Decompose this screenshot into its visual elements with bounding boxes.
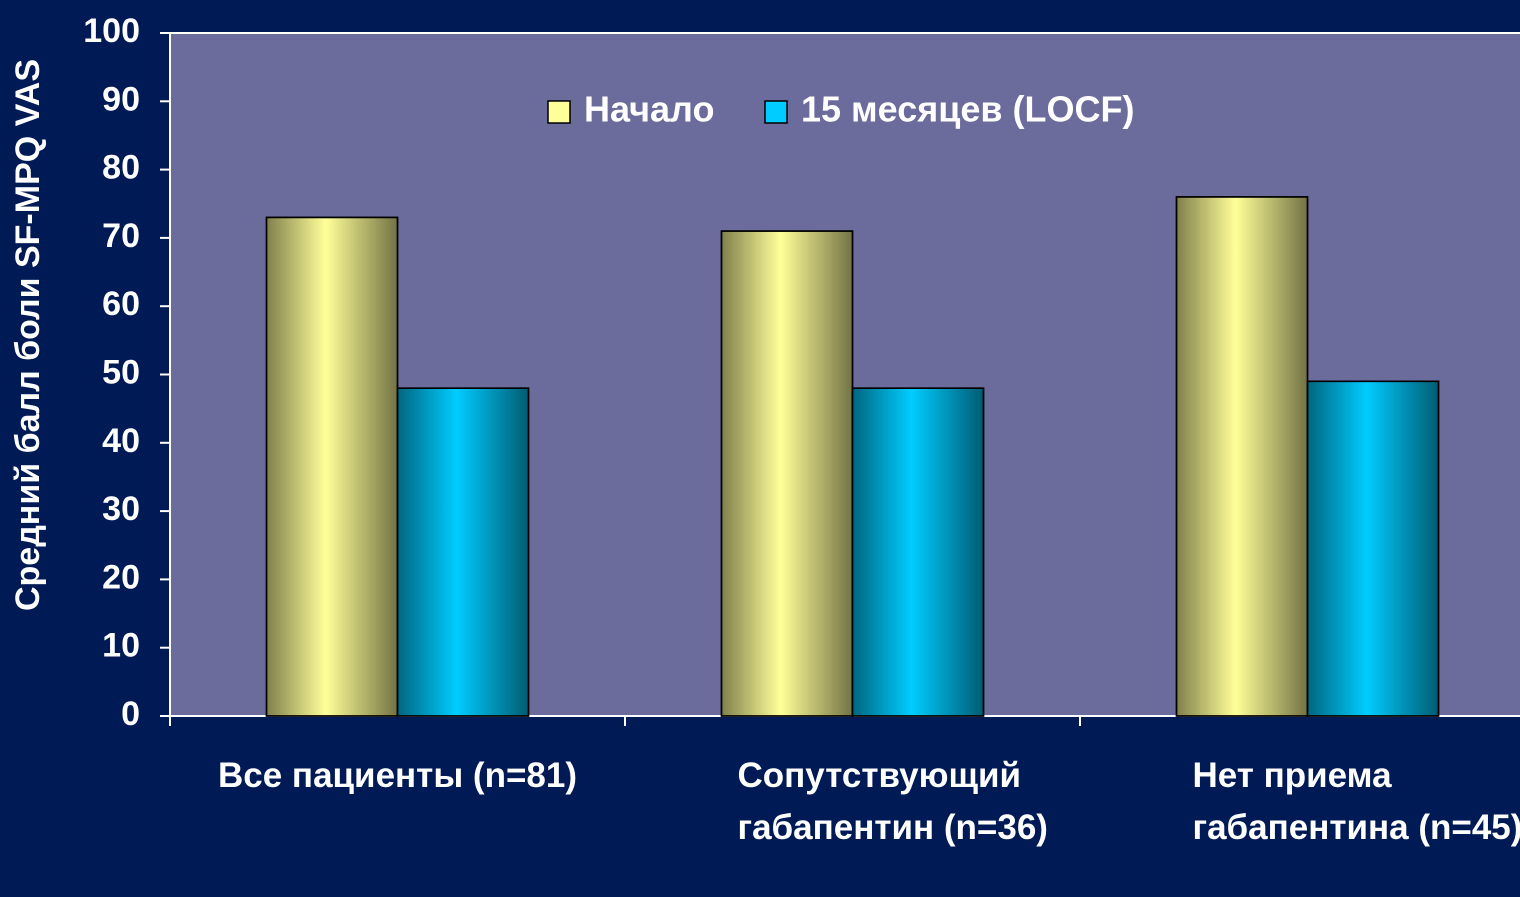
y-tick-label: 80 — [102, 149, 140, 187]
y-tick-label: 40 — [102, 422, 140, 460]
y-tick-label: 70 — [102, 217, 140, 255]
bar-shade — [720, 230, 854, 717]
x-tick-label: Нет приема габапентина (n=45) — [1192, 756, 1520, 847]
legend-label: Начало — [584, 89, 714, 130]
x-tick-label: Сопутствующий габапентин (n=36) — [737, 756, 1048, 847]
y-tick-label: 50 — [102, 353, 140, 391]
y-tick-label: 100 — [83, 12, 140, 50]
legend-label: 15 месяцев (LOCF) — [801, 89, 1135, 130]
y-axis-title: Средний балл боли SF-MPQ VAS — [9, 59, 47, 611]
x-tick-label: Все пациенты (n=81) — [218, 756, 577, 795]
y-tick-label: 30 — [102, 490, 140, 528]
y-tick-label: 60 — [102, 285, 140, 323]
bar-shade — [1175, 196, 1309, 717]
bar-shade — [1306, 380, 1440, 717]
y-tick-label: 20 — [102, 558, 140, 596]
bar-shade — [851, 387, 985, 717]
bar-shade — [265, 216, 399, 717]
legend-swatch — [764, 100, 788, 124]
y-tick-label: 90 — [102, 80, 140, 118]
bar-shade — [396, 387, 530, 717]
y-tick-label: 0 — [121, 695, 140, 733]
y-tick-label: 10 — [102, 627, 140, 665]
legend-swatch — [547, 100, 571, 124]
